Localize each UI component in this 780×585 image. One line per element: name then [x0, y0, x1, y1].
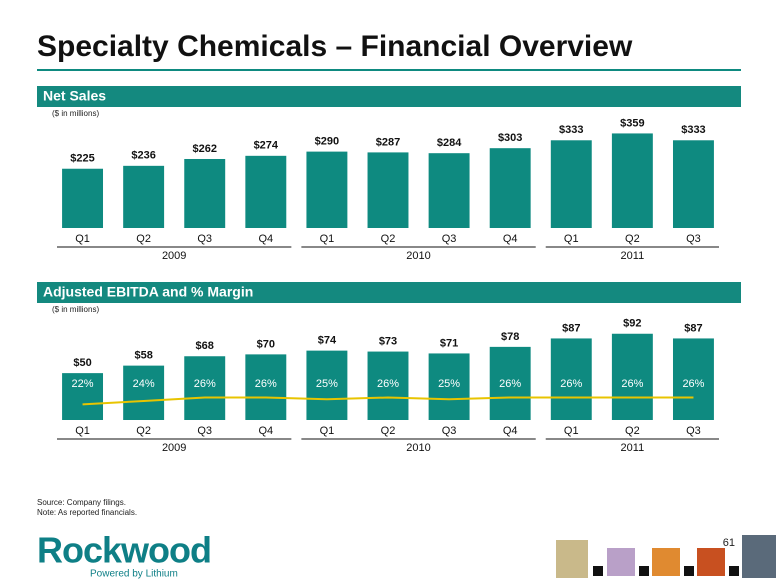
section-header	[37, 282, 741, 303]
bar	[611, 133, 653, 228]
value-label: $333	[559, 124, 583, 136]
value-label: $262	[192, 143, 216, 155]
bar	[245, 354, 287, 420]
margin-label: 26%	[194, 378, 216, 390]
x-tick-label: Q3	[442, 233, 457, 245]
bar	[428, 353, 470, 420]
margin-label: 26%	[560, 378, 582, 390]
logo: Rockwood	[37, 530, 211, 571]
value-label: $303	[498, 132, 522, 144]
value-label: $333	[681, 124, 705, 136]
x-tick-label: Q3	[197, 233, 212, 245]
value-label: $68	[196, 340, 214, 352]
chart-title: Net Sales	[43, 88, 106, 104]
value-label: $274	[254, 140, 279, 152]
x-tick-label: Q4	[258, 425, 273, 437]
value-label: $359	[620, 117, 644, 129]
product-images	[556, 535, 776, 578]
x-tick-label: Q4	[503, 233, 518, 245]
value-label: $74	[318, 335, 337, 347]
chart-subtitle: ($ in millions)	[52, 305, 99, 314]
bar	[672, 338, 714, 420]
group-label: 2009	[162, 442, 186, 454]
chart-title: Adjusted EBITDA and % Margin	[43, 284, 253, 300]
x-tick-label: Q2	[136, 425, 151, 437]
section-header	[37, 86, 741, 107]
x-tick-label: Q3	[686, 233, 701, 245]
value-label: $225	[70, 153, 94, 165]
value-label: $290	[315, 136, 339, 148]
slide-title: Specialty Chemicals – Financial Overview	[37, 30, 633, 63]
value-label: $236	[131, 150, 155, 162]
group-label: 2010	[406, 250, 430, 262]
x-tick-label: Q2	[136, 233, 151, 245]
bar	[306, 350, 348, 420]
x-tick-label: Q1	[75, 233, 90, 245]
margin-label: 26%	[377, 378, 399, 390]
bar	[123, 165, 165, 228]
x-tick-label: Q1	[75, 425, 90, 437]
source: Source: Company filings.	[37, 498, 126, 507]
value-label: $70	[257, 338, 275, 350]
x-tick-label: Q1	[564, 233, 579, 245]
logo-tagline: Powered by Lithium	[90, 569, 178, 580]
value-label: $78	[501, 331, 519, 343]
note: Note: As reported financials.	[37, 508, 137, 517]
bar	[367, 152, 409, 228]
margin-label: 25%	[316, 378, 338, 390]
margin-label: 24%	[133, 378, 155, 390]
x-tick-label: Q4	[258, 233, 273, 245]
x-tick-label: Q2	[625, 425, 640, 437]
value-label: $87	[684, 322, 702, 334]
bar	[123, 365, 165, 420]
margin-label: 22%	[72, 378, 94, 390]
margin-label: 25%	[438, 378, 460, 390]
page-number: 61	[723, 537, 735, 549]
chart-subtitle: ($ in millions)	[52, 109, 99, 118]
group-label: 2011	[621, 250, 645, 262]
x-tick-label: Q1	[320, 425, 335, 437]
bar	[62, 168, 104, 228]
bar	[62, 373, 104, 420]
value-label: $284	[437, 137, 462, 149]
value-label: $50	[73, 357, 91, 369]
x-tick-label: Q1	[564, 425, 579, 437]
value-label: $92	[623, 318, 641, 330]
bar	[489, 346, 531, 420]
margin-label: 26%	[499, 378, 521, 390]
margin-line	[82, 396, 694, 406]
x-tick-label: Q4	[503, 425, 518, 437]
value-label: $73	[379, 335, 397, 347]
bar	[550, 338, 592, 420]
x-tick-label: Q2	[381, 233, 396, 245]
bar	[550, 140, 592, 228]
bar	[184, 158, 226, 228]
bar	[489, 148, 531, 228]
bar	[672, 140, 714, 228]
margin-label: 26%	[255, 378, 277, 390]
bar	[184, 356, 226, 420]
group-label: 2010	[406, 442, 430, 454]
value-label: $71	[440, 337, 458, 349]
value-label: $87	[562, 322, 580, 334]
bar	[611, 333, 653, 420]
x-tick-label: Q3	[686, 425, 701, 437]
value-label: $58	[134, 350, 152, 362]
x-tick-label: Q2	[381, 425, 396, 437]
margin-label: 26%	[621, 378, 643, 390]
margin-label: 26%	[682, 378, 704, 390]
value-label: $287	[376, 136, 400, 148]
x-tick-label: Q1	[320, 233, 335, 245]
bar	[428, 153, 470, 228]
x-tick-label: Q3	[197, 425, 212, 437]
bar	[306, 151, 348, 228]
group-label: 2011	[621, 442, 645, 454]
x-tick-label: Q2	[625, 233, 640, 245]
x-tick-label: Q3	[442, 425, 457, 437]
group-label: 2009	[162, 250, 186, 262]
bar	[367, 351, 409, 420]
bar	[245, 155, 287, 228]
